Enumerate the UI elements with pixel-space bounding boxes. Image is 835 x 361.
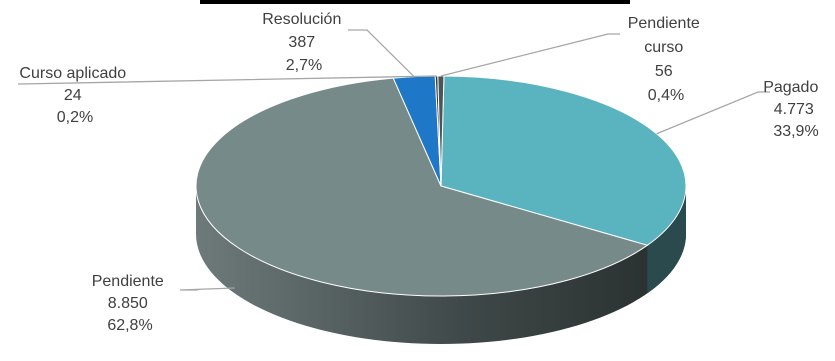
pendiente-curso-percent: 0,4% [648, 87, 684, 104]
slice-label-pendiente-curso: Pendiente curso 56 0,4% [628, 15, 705, 104]
pagado-value: 4.773 [774, 101, 814, 118]
pendiente-name: Pendiente [92, 273, 164, 290]
pie-slice-pagado [440, 75, 687, 246]
pendiente-curso-name-line2: curso [644, 39, 683, 56]
pagado-percent: 33,9% [773, 123, 818, 140]
pendiente-curso-name-line1: Pendiente [628, 15, 700, 32]
curso-aplicado-value: 24 [64, 87, 82, 104]
pie-slice-pendiente [195, 77, 649, 297]
leader-line-pendiente-curso [440, 33, 620, 77]
leader-line-pendiente [179, 287, 235, 291]
slice-label-resolucion: Resolución 387 2,7% [262, 11, 346, 74]
pendiente-percent: 62,8% [107, 317, 152, 334]
slice-label-curso-aplicado: Curso aplicado 24 0,2% [19, 65, 130, 126]
leader-line-curso-aplicado [18, 75, 437, 85]
slice-label-pagado: Pagado 4.773 33,9% [763, 79, 823, 140]
leader-lines [18, 29, 770, 291]
pie-side-wall-pagado [647, 186, 686, 294]
cropped-title-strip [200, 0, 630, 4]
resolucion-value: 387 [288, 34, 315, 51]
pendiente-curso-value: 56 [655, 63, 673, 80]
leader-line-pagado [656, 91, 770, 135]
pie-side-walls [196, 186, 686, 344]
pie-slice-pendiente-curso [437, 75, 445, 187]
resolucion-percent: 2,7% [286, 57, 322, 74]
pie-side-wall [196, 186, 686, 344]
curso-aplicado-name: Curso aplicado [19, 65, 126, 82]
slice-label-pendiente: Pendiente 8.850 62,8% [92, 273, 169, 334]
pendiente-value: 8.850 [108, 295, 148, 312]
resolucion-name: Resolución [262, 11, 341, 28]
curso-aplicado-percent: 0,2% [57, 109, 93, 126]
pagado-name: Pagado [763, 79, 818, 96]
pie-slices [195, 75, 687, 297]
leader-line-resolucion [348, 29, 415, 78]
